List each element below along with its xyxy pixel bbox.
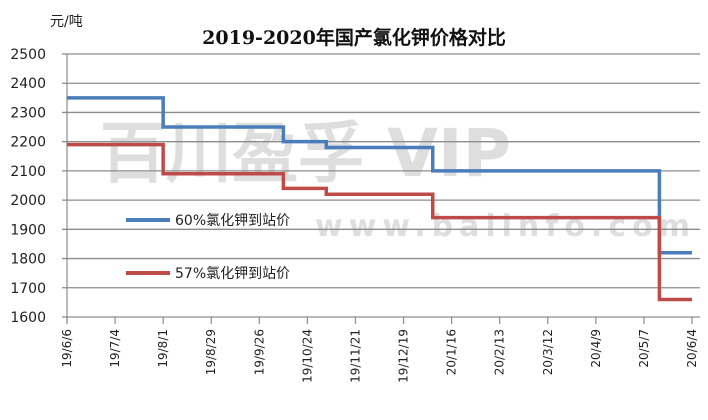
x-tick-label: 19/11/21 <box>348 329 362 383</box>
chart-title: 2019-2020年国产氯化钾价格对比 <box>202 26 506 49</box>
y-tick-label: 2300 <box>10 105 46 121</box>
x-tick-label: 20/4/9 <box>589 329 603 368</box>
series-line-1 <box>67 142 692 302</box>
legend-label-57: 57%氯化钾到站价 <box>175 266 290 282</box>
series-line-0 <box>67 96 692 255</box>
x-tick-label: 19/10/24 <box>300 329 314 383</box>
x-tick-label: 19/8/1 <box>156 329 170 368</box>
y-axis: 1600 1700 1800 1900 2000 2100 2200 2300 2400 2500 <box>10 47 68 326</box>
y-tick-label: 1600 <box>10 310 46 326</box>
y-tick-label: 2500 <box>10 47 46 63</box>
y-axis-unit: 元/吨 <box>50 14 83 30</box>
x-axis: 19/6/6 19/7/4 19/8/1 19/8/29 19/9/26 19/10/24… <box>60 317 699 383</box>
x-tick-label: 20/6/4 <box>685 329 699 368</box>
y-tick-label: 2100 <box>10 164 46 180</box>
x-tick-label: 19/8/29 <box>204 329 218 375</box>
y-tick-label: 1700 <box>10 281 46 297</box>
x-tick-label: 19/7/4 <box>108 329 122 368</box>
gridlines <box>62 53 700 318</box>
x-tick-label: 19/9/26 <box>252 329 266 375</box>
x-tick-label: 20/5/7 <box>637 329 651 368</box>
x-tick-label: 19/12/19 <box>397 329 411 383</box>
legend-label-60: 60%氯化钾到站价 <box>175 213 290 229</box>
y-tick-label: 2400 <box>10 76 46 92</box>
y-tick-label: 1900 <box>10 222 46 238</box>
x-tick-label: 20/1/16 <box>445 329 459 375</box>
x-tick-label: 20/3/12 <box>541 329 555 375</box>
x-tick-label: 20/2/13 <box>493 329 507 375</box>
x-tick-label: 19/6/6 <box>60 329 74 368</box>
legend: 60%氯化钾到站价 57%氯化钾到站价 <box>126 213 290 282</box>
y-tick-label: 2000 <box>10 193 46 209</box>
y-tick-label: 2200 <box>10 135 46 151</box>
series-lines <box>66 96 693 302</box>
y-tick-label: 1800 <box>10 252 46 268</box>
watermark-url: www.baiinfo.com <box>315 209 696 244</box>
